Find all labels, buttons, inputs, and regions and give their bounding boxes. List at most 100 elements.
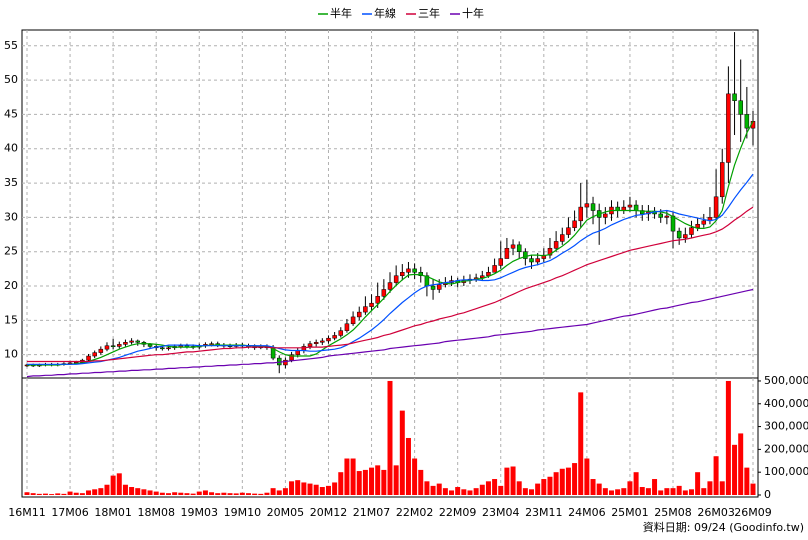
candle-body [603, 213, 608, 218]
volume-bar [707, 481, 713, 495]
candle-body [430, 285, 436, 290]
volume-bar [42, 493, 48, 495]
volume-bar [688, 489, 694, 495]
candle-body [320, 340, 325, 343]
volume-bar [449, 490, 455, 495]
volume-bar [282, 488, 288, 495]
volume-bar [725, 380, 731, 495]
legend-label: 三年 [418, 6, 440, 20]
candle-body [547, 248, 553, 256]
candle-body [375, 296, 380, 304]
candle-body [744, 114, 750, 129]
volume-bar [676, 485, 682, 495]
candle-body [713, 196, 719, 218]
candle-body [104, 345, 110, 350]
candle-body [92, 352, 97, 357]
candle-body [670, 215, 676, 232]
volume-bar [529, 489, 535, 495]
volume-bar [221, 492, 227, 495]
volume-bar [344, 458, 350, 495]
volume-bar [713, 456, 719, 495]
volume-bar [61, 493, 67, 495]
volume-bar [602, 488, 608, 495]
candle-body [664, 215, 670, 218]
volume-bar [541, 479, 547, 495]
candle-body [689, 227, 694, 235]
volume-bar [695, 472, 701, 495]
volume-bar [381, 469, 387, 495]
candle-body [726, 93, 731, 163]
volume-bar [559, 468, 565, 495]
y-tick-label: 100,000 [764, 465, 808, 478]
volume-bar [498, 485, 504, 495]
volume-bar [461, 489, 467, 495]
volume-bar [209, 492, 215, 495]
volume-bar [578, 392, 584, 495]
volume-bar [178, 492, 184, 495]
volume-bar [227, 493, 233, 495]
volume-bar [504, 467, 510, 495]
candle-body [701, 220, 707, 225]
candle-body [486, 272, 491, 276]
volume-bar [682, 490, 688, 495]
candle-body [369, 302, 374, 307]
ma-line [26, 288, 754, 378]
candle-body [289, 354, 294, 361]
volume-bar [190, 493, 196, 495]
x-tick-label: 25M08 [654, 506, 692, 519]
volume-bar [202, 490, 208, 495]
y-tick-label: 300,000 [764, 420, 808, 433]
candle-body [529, 258, 534, 263]
volume-bar [276, 490, 282, 495]
volume-bar [750, 483, 756, 495]
volume-bar [159, 492, 165, 495]
y-tick-label: 20 [4, 279, 18, 292]
y-tick-label: 50 [4, 73, 18, 86]
volume-bar [295, 480, 301, 495]
volume-bar [147, 490, 153, 495]
x-tick-label: 20M12 [310, 506, 348, 519]
volume-bar [424, 481, 430, 495]
candle-body [541, 254, 547, 259]
volume-bar [405, 437, 411, 495]
x-tick-label: 18M01 [94, 506, 132, 519]
candle-body [356, 311, 362, 318]
volume-bar [184, 493, 190, 495]
volume-bar [479, 484, 485, 495]
candle-body [640, 210, 645, 215]
volume-bar [744, 467, 750, 495]
candle-body [326, 337, 331, 342]
candle-body [584, 203, 590, 208]
x-tick-label: 16M11 [8, 506, 46, 519]
volume-bar [516, 481, 522, 495]
volume-bar [362, 469, 368, 495]
volume-bar [313, 484, 319, 495]
y-tick-label: 35 [4, 176, 18, 189]
candle-body [683, 234, 688, 239]
volume-bar [258, 493, 264, 495]
volume-bar [670, 488, 676, 495]
candle-body [338, 330, 344, 336]
candle-body [523, 251, 528, 259]
volume-bar [350, 458, 356, 495]
candle-body [627, 204, 633, 208]
ma-line [27, 121, 754, 366]
candle-body [492, 265, 497, 273]
x-tick-label: 26M03 [697, 506, 735, 519]
volume-bar [55, 493, 61, 495]
y-tick-label: 500,000 [764, 374, 808, 387]
x-tick-label: 17M06 [51, 506, 89, 519]
candle-body [344, 323, 350, 331]
volume-bar [418, 469, 424, 495]
x-tick-label: 22M02 [396, 506, 434, 519]
x-tick-label: 19M10 [224, 506, 262, 519]
x-tick-label: 20M05 [267, 506, 305, 519]
candle-body [658, 213, 663, 218]
candle-body [123, 342, 128, 345]
volume-bar [621, 488, 627, 495]
legend-label: 半年 [330, 6, 352, 20]
candle-body [732, 93, 737, 101]
candle-body [553, 241, 559, 249]
volume-bar [122, 484, 128, 495]
candle-body [110, 345, 116, 347]
